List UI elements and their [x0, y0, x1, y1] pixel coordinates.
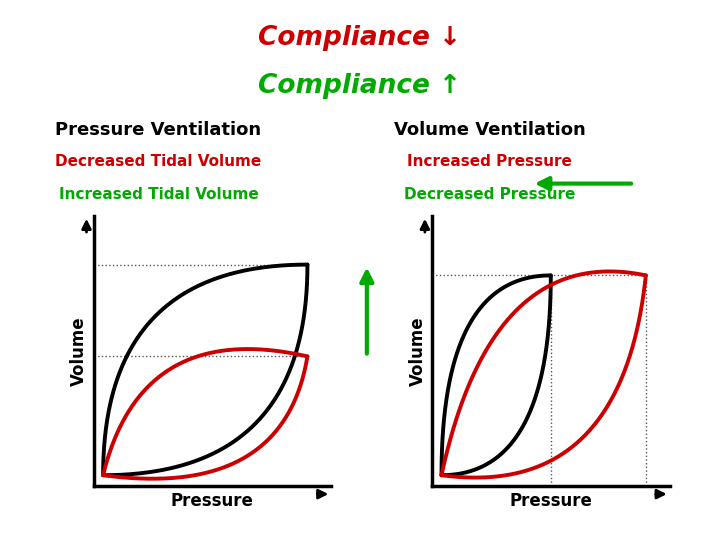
Text: Increased Tidal Volume: Increased Tidal Volume	[58, 187, 258, 202]
Y-axis label: Volume: Volume	[408, 316, 426, 386]
Text: Decreased Pressure: Decreased Pressure	[404, 187, 575, 202]
Text: Pressure Ventilation: Pressure Ventilation	[55, 120, 261, 139]
Text: Compliance ↑: Compliance ↑	[258, 73, 462, 99]
Text: Compliance ↓: Compliance ↓	[258, 25, 462, 51]
Text: Decreased Tidal Volume: Decreased Tidal Volume	[55, 154, 261, 170]
Y-axis label: Volume: Volume	[70, 316, 88, 386]
X-axis label: Pressure: Pressure	[509, 491, 593, 510]
X-axis label: Pressure: Pressure	[171, 491, 254, 510]
Text: Volume Ventilation: Volume Ventilation	[394, 120, 585, 139]
Text: Increased Pressure: Increased Pressure	[408, 154, 572, 170]
